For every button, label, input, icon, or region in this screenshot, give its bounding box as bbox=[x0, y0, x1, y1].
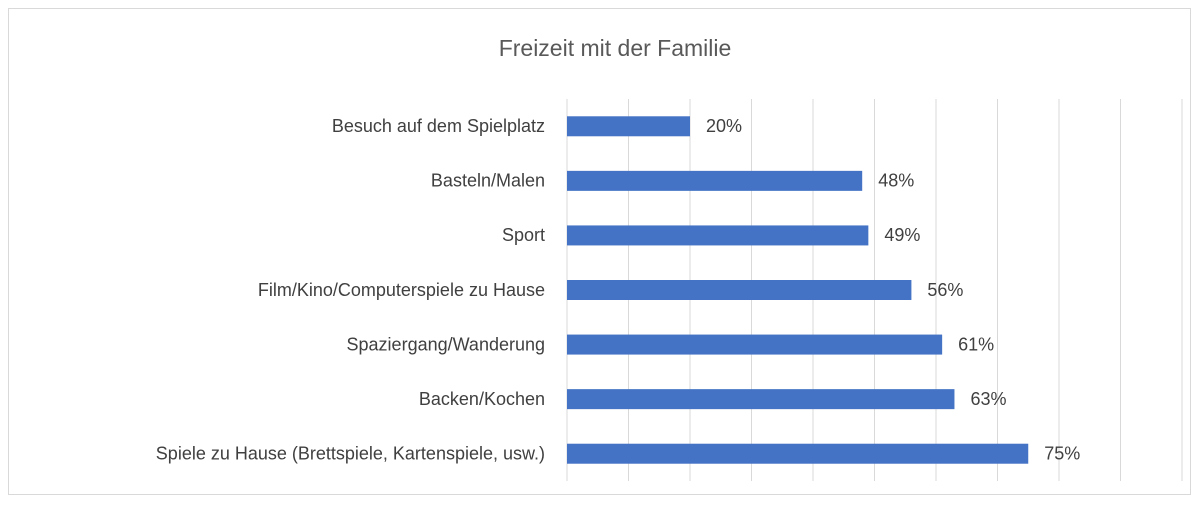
y-tick-label: Basteln/Malen bbox=[431, 171, 545, 191]
y-tick-label: Film/Kino/Computerspiele zu Hause bbox=[258, 280, 545, 300]
data-label: 56% bbox=[927, 280, 963, 300]
bar bbox=[567, 443, 1029, 464]
y-tick-label: Spiele zu Hause (Brettspiele, Kartenspie… bbox=[156, 443, 545, 463]
y-tick-label: Besuch auf dem Spielplatz bbox=[332, 116, 545, 136]
bar bbox=[567, 116, 690, 137]
y-tick-label: Spaziergang/Wanderung bbox=[347, 334, 545, 354]
chart-border bbox=[8, 8, 1191, 495]
bar bbox=[567, 389, 955, 410]
y-tick-label: Backen/Kochen bbox=[419, 389, 545, 409]
bar bbox=[567, 225, 869, 246]
y-tick-label: Sport bbox=[502, 225, 545, 245]
data-label: 20% bbox=[706, 116, 742, 136]
bar bbox=[567, 334, 943, 355]
data-label: 63% bbox=[970, 389, 1006, 409]
data-label: 61% bbox=[958, 334, 994, 354]
bar bbox=[567, 170, 863, 191]
data-label: 75% bbox=[1044, 443, 1080, 463]
chart-title: Freizeit mit der Familie bbox=[499, 35, 732, 61]
data-label: 49% bbox=[884, 225, 920, 245]
bar bbox=[567, 280, 912, 300]
data-label: 48% bbox=[878, 171, 914, 191]
